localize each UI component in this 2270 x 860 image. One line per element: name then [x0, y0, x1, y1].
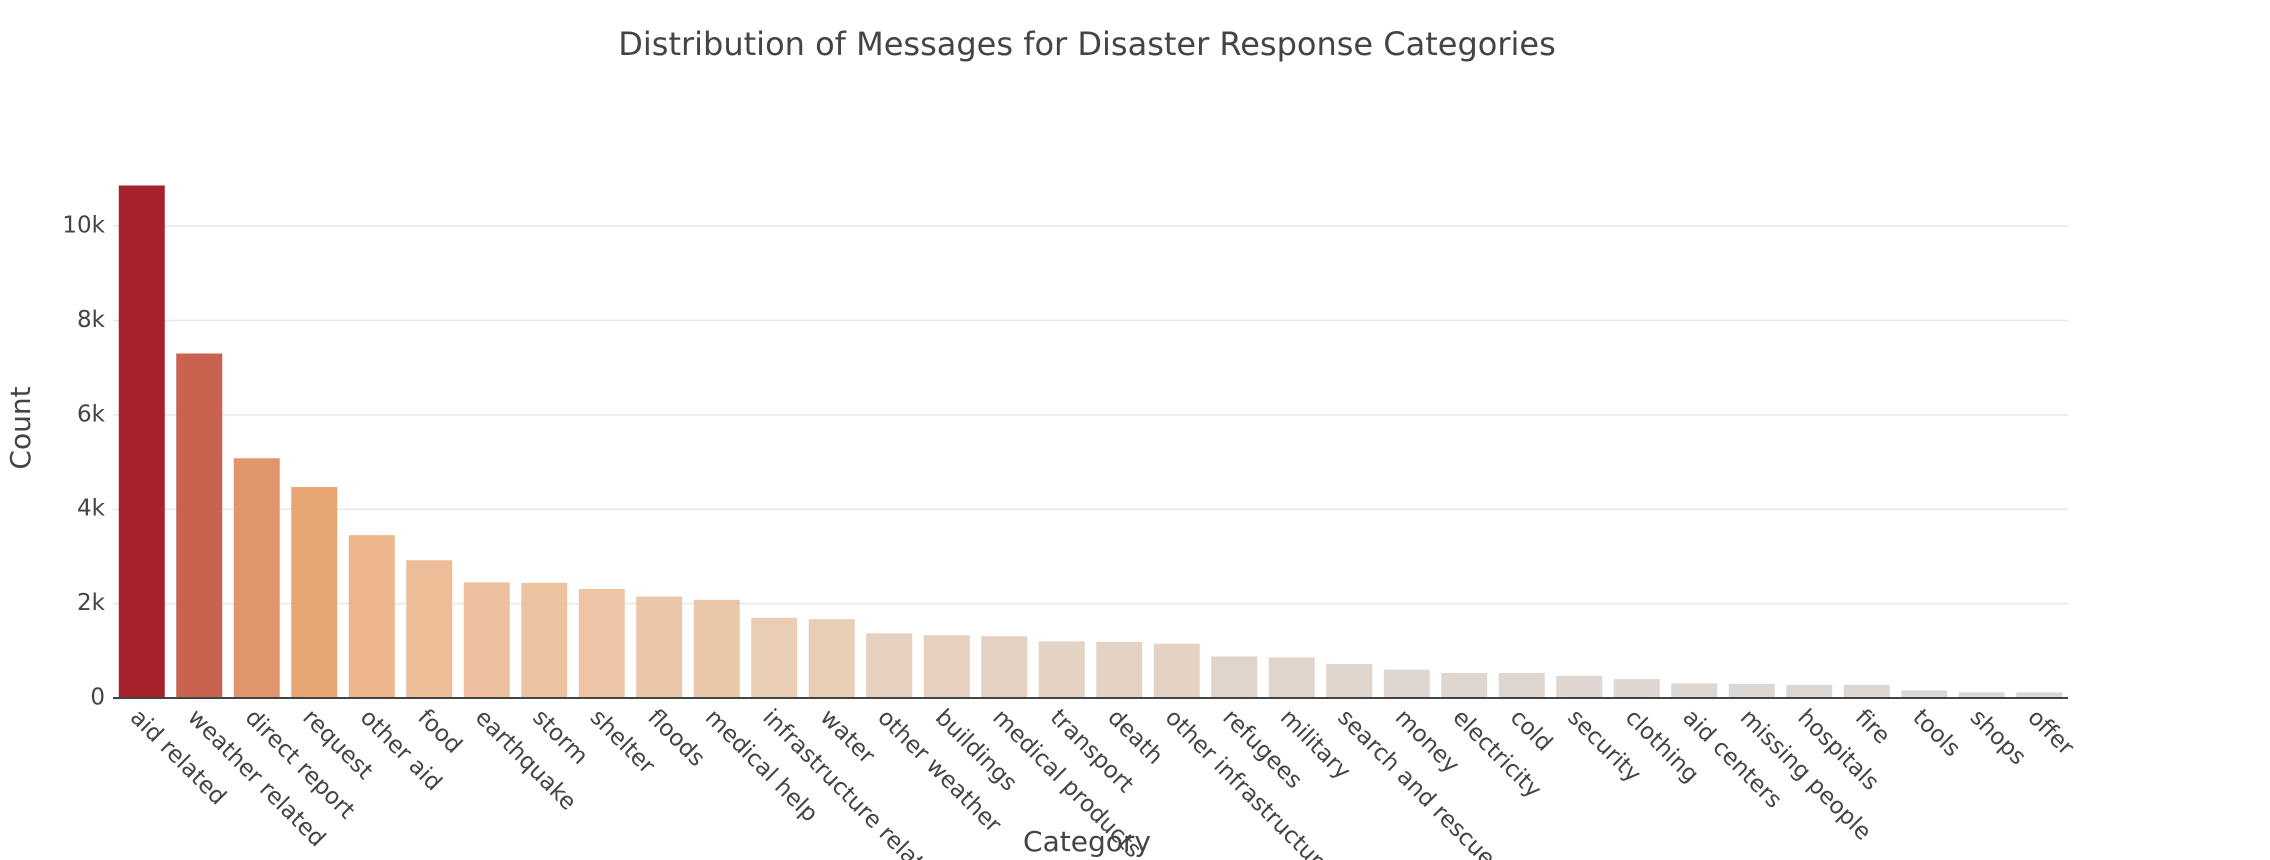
bar: [981, 636, 1028, 698]
y-tick-label: 8k: [77, 307, 106, 333]
y-axis-title: Count: [4, 386, 37, 469]
bar: [1268, 657, 1315, 698]
bar: [1958, 692, 2005, 698]
bar: [1038, 641, 1085, 698]
bar: [348, 535, 395, 698]
x-tick-label: offer: [2022, 704, 2079, 761]
x-tick-label: tools: [1907, 704, 1965, 762]
bar: [1671, 683, 1718, 698]
bar: [463, 582, 510, 698]
y-tick-label: 6k: [77, 401, 106, 427]
bar: [1613, 679, 1660, 698]
bar: [2016, 692, 2063, 698]
bar: [1096, 641, 1143, 698]
bar: [1843, 684, 1890, 698]
bar: [1441, 672, 1488, 698]
y-tick-label: 10k: [62, 213, 105, 239]
bar: [176, 353, 223, 698]
bar: [1211, 656, 1258, 698]
bar: [1498, 672, 1545, 698]
bar: [1326, 664, 1373, 698]
bar: [233, 458, 280, 698]
x-tick-label: cold: [1505, 704, 1557, 756]
bar: [1786, 684, 1833, 698]
bar: [291, 487, 338, 698]
bar: [1153, 643, 1200, 698]
bar: [406, 560, 453, 698]
bar: [118, 185, 165, 699]
bar: [866, 633, 913, 698]
x-axis-title: Category: [1023, 825, 1151, 858]
bar: [1383, 669, 1430, 698]
bar: [521, 582, 568, 698]
bar: [693, 599, 740, 698]
x-tick-label: shops: [1965, 704, 2031, 770]
bar: [1728, 683, 1775, 698]
y-tick-label: 4k: [77, 496, 106, 522]
bar: [923, 635, 970, 698]
y-tick-label: 2k: [77, 590, 106, 616]
chart-title: Distribution of Messages for Disaster Re…: [618, 25, 1556, 63]
x-tick-label: fire: [1850, 704, 1895, 749]
bar: [808, 619, 855, 698]
bar: [578, 588, 625, 698]
x-tick-label: earthquake: [470, 704, 581, 815]
y-tick-label: 0: [90, 685, 105, 711]
bar: [636, 596, 683, 698]
bar: [751, 617, 798, 698]
bar: [1901, 690, 1948, 698]
bar: [1556, 675, 1603, 698]
